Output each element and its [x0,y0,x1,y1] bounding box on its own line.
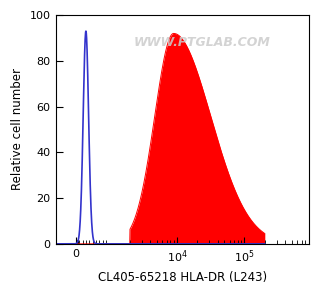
X-axis label: CL405-65218 HLA-DR (L243): CL405-65218 HLA-DR (L243) [98,271,267,284]
Y-axis label: Relative cell number: Relative cell number [11,68,24,191]
Text: WWW.PTGLAB.COM: WWW.PTGLAB.COM [134,36,271,49]
